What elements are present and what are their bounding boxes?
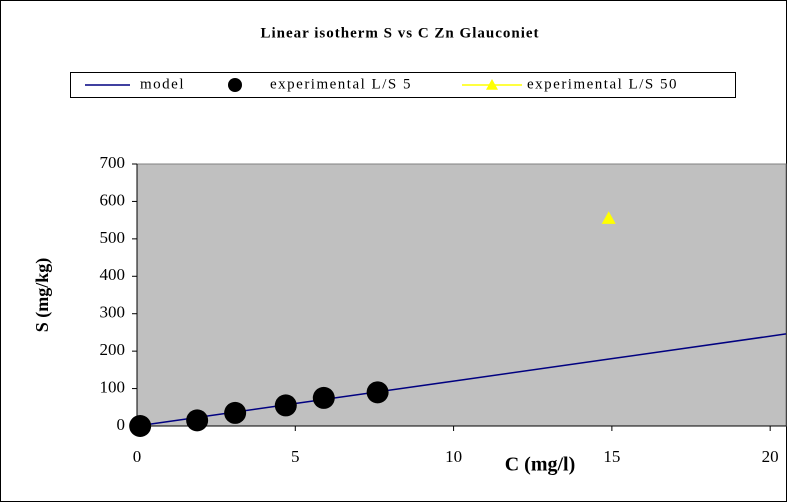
point (224, 401, 247, 424)
y-tick-label: 400 (100, 265, 126, 284)
point (312, 386, 335, 409)
point (366, 381, 389, 404)
plot-area (136, 163, 787, 427)
legend-marker (486, 79, 498, 90)
x-tick-label: 10 (445, 447, 462, 466)
legend-label: experimental L/S 50 (527, 76, 678, 92)
legend-marker (228, 78, 242, 92)
y-tick-label: 600 (100, 190, 126, 209)
point (601, 211, 616, 224)
legend (70, 72, 736, 98)
point (274, 394, 297, 417)
x-tick-label: 5 (291, 447, 300, 466)
y-axis-label: S (mg/kg) (32, 258, 53, 333)
x-tick-label: 0 (133, 447, 142, 466)
y-tick-label: 700 (100, 153, 126, 172)
y-tick-label: 100 (100, 377, 126, 396)
x-tick-label: 15 (603, 447, 620, 466)
legend-label: experimental L/S 5 (270, 76, 412, 92)
point (129, 415, 152, 437)
y-tick-label: 300 (100, 303, 126, 322)
y-tick-label: 200 (100, 340, 126, 359)
point (186, 409, 209, 432)
chart-title: Linear isotherm S vs C Zn Glauconiet (260, 25, 539, 41)
x-axis-label: C (mg/l) (505, 454, 576, 476)
legend-label: model (140, 76, 185, 92)
x-tick-label: 20 (762, 447, 779, 466)
y-tick-label: 0 (117, 415, 126, 434)
y-tick-label: 500 (100, 228, 126, 247)
